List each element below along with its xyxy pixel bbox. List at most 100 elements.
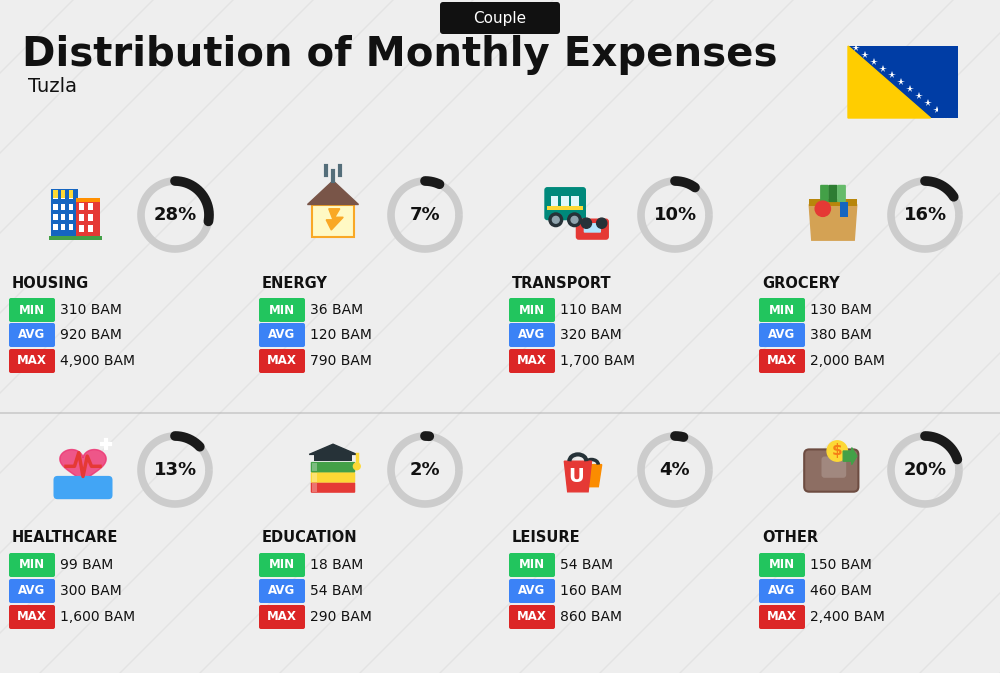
Text: 320 BAM: 320 BAM xyxy=(560,328,622,342)
Polygon shape xyxy=(564,461,592,492)
Text: LEISURE: LEISURE xyxy=(512,530,581,546)
Bar xyxy=(61,193,65,199)
Bar xyxy=(88,214,93,221)
FancyBboxPatch shape xyxy=(804,450,858,492)
FancyBboxPatch shape xyxy=(576,219,609,240)
Text: 790 BAM: 790 BAM xyxy=(310,354,372,368)
Bar xyxy=(53,224,58,230)
Text: 380 BAM: 380 BAM xyxy=(810,328,872,342)
FancyBboxPatch shape xyxy=(759,298,805,322)
Text: 1,600 BAM: 1,600 BAM xyxy=(60,610,135,624)
Bar xyxy=(551,196,558,206)
Text: MIN: MIN xyxy=(519,304,545,316)
Bar xyxy=(547,206,583,209)
Polygon shape xyxy=(581,464,602,487)
Text: Tuzla: Tuzla xyxy=(28,77,77,96)
FancyBboxPatch shape xyxy=(544,187,586,220)
Text: MIN: MIN xyxy=(19,559,45,571)
Polygon shape xyxy=(308,180,358,205)
Text: ENERGY: ENERGY xyxy=(262,275,328,291)
Text: MIN: MIN xyxy=(19,304,45,316)
Polygon shape xyxy=(809,205,857,240)
Bar xyxy=(53,190,58,198)
Bar xyxy=(79,203,84,209)
Bar xyxy=(88,203,93,209)
FancyBboxPatch shape xyxy=(440,2,560,34)
FancyBboxPatch shape xyxy=(259,298,305,322)
Text: MAX: MAX xyxy=(17,610,47,623)
Text: MIN: MIN xyxy=(519,559,545,571)
Text: 4%: 4% xyxy=(660,461,690,479)
Bar xyxy=(312,205,354,237)
Polygon shape xyxy=(60,450,106,484)
FancyBboxPatch shape xyxy=(822,456,846,478)
Text: GROCERY: GROCERY xyxy=(762,275,840,291)
Polygon shape xyxy=(326,209,343,230)
FancyBboxPatch shape xyxy=(9,579,55,603)
Text: Couple: Couple xyxy=(473,11,527,26)
Text: 1,700 BAM: 1,700 BAM xyxy=(560,354,635,368)
Bar xyxy=(76,198,100,202)
FancyBboxPatch shape xyxy=(759,553,805,577)
Text: AVG: AVG xyxy=(768,328,796,341)
Circle shape xyxy=(581,218,592,228)
Text: 13%: 13% xyxy=(153,461,197,479)
Bar xyxy=(314,454,352,461)
FancyBboxPatch shape xyxy=(509,323,555,347)
Bar xyxy=(53,193,58,199)
Circle shape xyxy=(571,217,578,223)
Text: MAX: MAX xyxy=(17,355,47,367)
Bar xyxy=(69,190,73,198)
Circle shape xyxy=(827,441,847,461)
Text: AVG: AVG xyxy=(768,584,796,598)
Circle shape xyxy=(597,218,607,228)
Bar xyxy=(53,204,58,209)
Text: 920 BAM: 920 BAM xyxy=(60,328,122,342)
Text: 16%: 16% xyxy=(903,206,947,224)
Bar xyxy=(49,236,102,240)
Text: 300 BAM: 300 BAM xyxy=(60,584,122,598)
Text: MAX: MAX xyxy=(517,610,547,623)
Bar xyxy=(88,225,93,232)
FancyBboxPatch shape xyxy=(259,579,305,603)
Text: U: U xyxy=(568,467,584,486)
Bar xyxy=(79,225,84,232)
Bar xyxy=(312,483,317,492)
Circle shape xyxy=(815,201,830,217)
Bar xyxy=(571,196,579,206)
Text: 7%: 7% xyxy=(410,206,440,224)
FancyBboxPatch shape xyxy=(509,349,555,373)
Text: $: $ xyxy=(832,444,843,458)
Text: AVG: AVG xyxy=(518,328,546,341)
Bar xyxy=(69,193,73,199)
FancyBboxPatch shape xyxy=(759,323,805,347)
Text: 120 BAM: 120 BAM xyxy=(310,328,372,342)
FancyBboxPatch shape xyxy=(584,223,601,233)
Text: Distribution of Monthly Expenses: Distribution of Monthly Expenses xyxy=(22,35,778,75)
Bar xyxy=(312,473,317,482)
Bar xyxy=(61,190,65,198)
FancyBboxPatch shape xyxy=(759,349,805,373)
Text: 460 BAM: 460 BAM xyxy=(810,584,872,598)
Text: MAX: MAX xyxy=(267,610,297,623)
Text: 110 BAM: 110 BAM xyxy=(560,303,622,317)
Text: TRANSPORT: TRANSPORT xyxy=(512,275,612,291)
Bar xyxy=(79,214,84,221)
Text: MAX: MAX xyxy=(767,610,797,623)
Bar xyxy=(69,224,73,230)
Text: OTHER: OTHER xyxy=(762,530,818,546)
Text: 2%: 2% xyxy=(410,461,440,479)
Bar xyxy=(840,202,848,217)
FancyBboxPatch shape xyxy=(759,579,805,603)
Bar xyxy=(69,204,73,209)
Bar xyxy=(561,196,569,206)
FancyBboxPatch shape xyxy=(759,605,805,629)
Bar xyxy=(809,199,857,206)
FancyBboxPatch shape xyxy=(259,349,305,373)
FancyBboxPatch shape xyxy=(509,605,555,629)
Bar xyxy=(76,201,100,238)
FancyBboxPatch shape xyxy=(9,298,55,322)
Text: AVG: AVG xyxy=(268,584,296,598)
FancyBboxPatch shape xyxy=(259,323,305,347)
Text: AVG: AVG xyxy=(268,328,296,341)
